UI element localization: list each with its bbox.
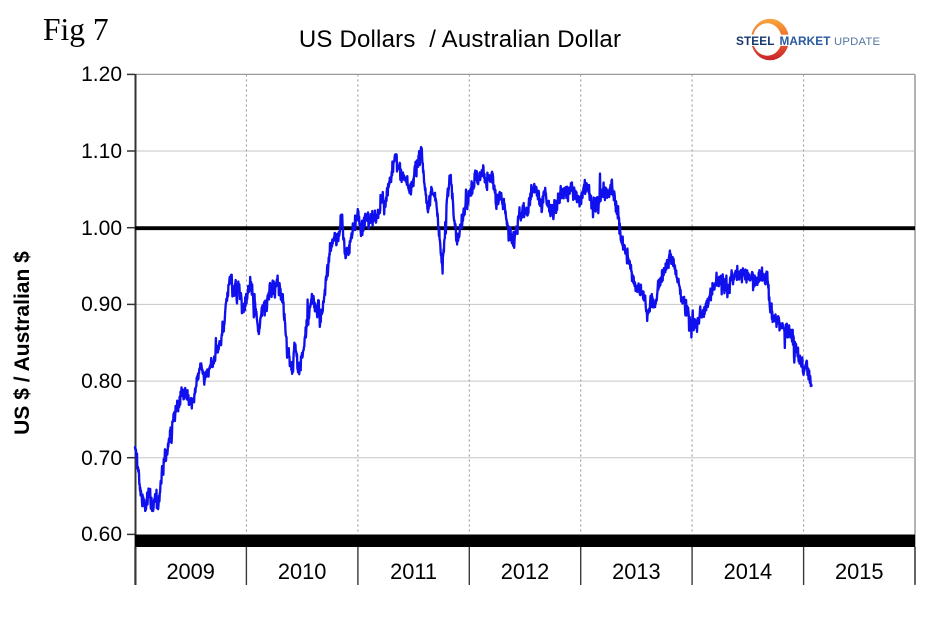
svg-text:MARKET: MARKET <box>780 34 832 48</box>
svg-text:UPDATE: UPDATE <box>834 36 880 48</box>
svg-text:STEEL: STEEL <box>736 34 775 48</box>
